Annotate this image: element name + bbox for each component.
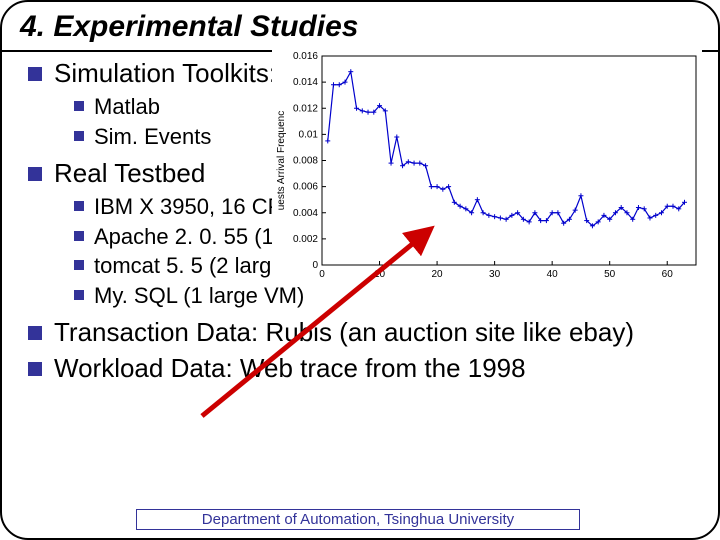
svg-text:uests Arrival Frequenc: uests Arrival Frequenc <box>276 111 287 211</box>
title-box: 4. Experimental Studies <box>2 2 718 52</box>
slide-frame: 4. Experimental Studies Simulation Toolk… <box>0 0 720 540</box>
svg-text:30: 30 <box>489 269 501 280</box>
chart-svg: 0 10 20 30 40 50 60 0 0.002 0.004 0.006 0.008 0.01 0.… <box>272 50 702 285</box>
arrival-frequency-chart: 0 10 20 30 40 50 60 0 0.002 0.004 0.006 0.008 0.01 0.… <box>272 50 702 285</box>
svg-text:0.008: 0.008 <box>293 156 318 167</box>
svg-text:60: 60 <box>662 269 674 280</box>
svg-text:20: 20 <box>432 269 444 280</box>
footer-attribution: Department of Automation, Tsinghua Unive… <box>136 509 580 530</box>
svg-text:0.016: 0.016 <box>293 51 318 62</box>
square-bullet-icon <box>74 260 84 270</box>
square-bullet-icon <box>74 231 84 241</box>
bullet-text: My. SQL (1 large VM) <box>94 282 698 310</box>
svg-text:0.002: 0.002 <box>293 234 318 245</box>
slide-title: 4. Experimental Studies <box>20 10 700 44</box>
bullet-text: Transaction Data: Rubis (an auction site… <box>54 317 698 348</box>
square-bullet-icon <box>28 326 42 340</box>
square-bullet-icon <box>28 362 42 376</box>
bullet-workload: Workload Data: Web trace from the 1998 <box>22 353 698 384</box>
svg-text:10: 10 <box>374 269 386 280</box>
svg-text:0.012: 0.012 <box>293 103 318 114</box>
square-bullet-icon <box>28 167 42 181</box>
square-bullet-icon <box>74 290 84 300</box>
svg-text:50: 50 <box>604 269 616 280</box>
svg-text:0.014: 0.014 <box>293 77 318 88</box>
square-bullet-icon <box>74 131 84 141</box>
square-bullet-icon <box>28 67 42 81</box>
square-bullet-icon <box>74 101 84 111</box>
svg-text:0.004: 0.004 <box>293 208 318 219</box>
svg-text:0: 0 <box>319 269 325 280</box>
svg-text:0: 0 <box>312 260 318 271</box>
svg-text:0.006: 0.006 <box>293 182 318 193</box>
square-bullet-icon <box>74 201 84 211</box>
bullet-text: Workload Data: Web trace from the 1998 <box>54 353 698 384</box>
svg-text:40: 40 <box>547 269 559 280</box>
bullet-mysql: My. SQL (1 large VM) <box>74 282 698 310</box>
svg-text:0.01: 0.01 <box>299 129 319 140</box>
bullet-rubis: Transaction Data: Rubis (an auction site… <box>22 317 698 348</box>
